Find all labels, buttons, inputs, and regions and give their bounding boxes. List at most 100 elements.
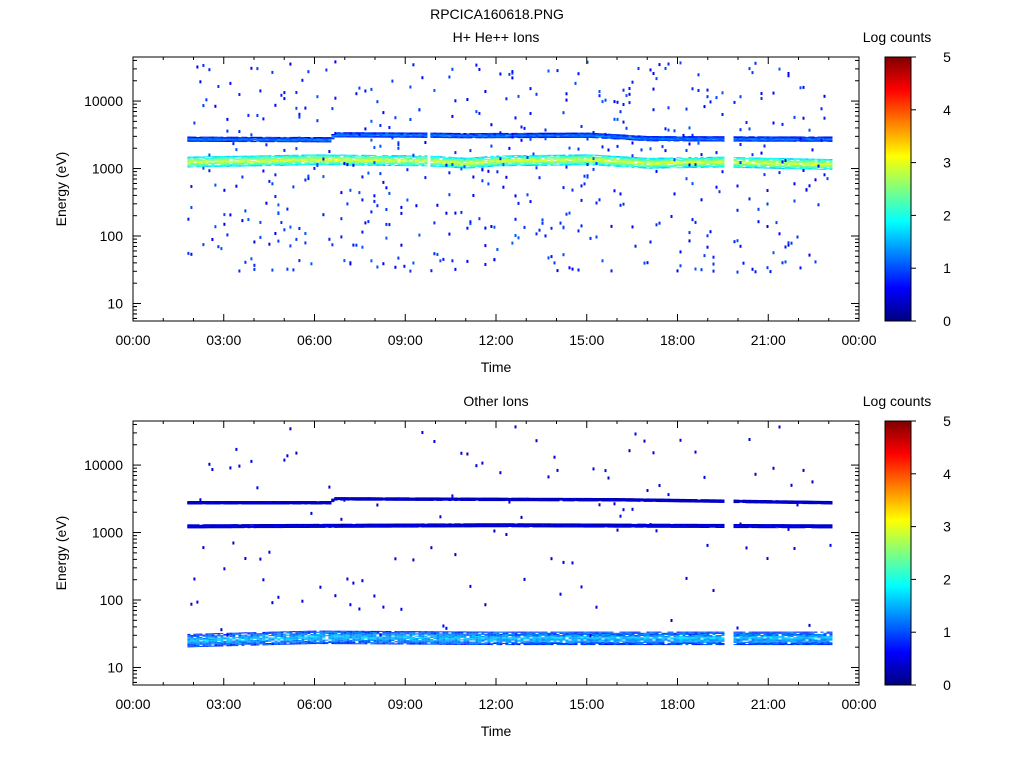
spectrogram-cell bbox=[703, 161, 707, 163]
spectrogram-cell bbox=[784, 245, 787, 249]
spectrogram-cell bbox=[748, 162, 752, 164]
spectrogram-cell bbox=[523, 225, 526, 229]
spectrogram-cell bbox=[649, 157, 653, 159]
spectrogram-cell bbox=[613, 163, 617, 165]
spectrogram-cell bbox=[733, 159, 737, 161]
spectrogram-cell bbox=[268, 157, 272, 159]
spectrogram-cell bbox=[199, 160, 203, 162]
spectrogram-cell bbox=[787, 72, 790, 75]
spectrogram-cell bbox=[565, 155, 569, 157]
spectrogram-cell bbox=[754, 165, 758, 167]
spectrogram-cell bbox=[538, 155, 542, 157]
spectrogram-cell bbox=[748, 161, 752, 163]
spectrogram-cell bbox=[619, 166, 623, 168]
spectrogram-cell bbox=[805, 160, 809, 162]
spectrogram-cell bbox=[685, 165, 689, 167]
spectrogram-cell bbox=[196, 140, 200, 142]
spectrogram-cell bbox=[676, 162, 680, 164]
spectrogram-cell bbox=[292, 157, 296, 159]
spectrogram-cell bbox=[655, 77, 658, 81]
spectrogram-cell bbox=[448, 160, 452, 162]
spectrogram-cell bbox=[247, 157, 251, 159]
spectrogram-cell bbox=[631, 163, 635, 165]
spectrogram-cell bbox=[790, 168, 794, 170]
spectrogram-cell bbox=[406, 168, 409, 172]
spectrogram-cell bbox=[754, 166, 758, 168]
spectrogram-cell bbox=[721, 136, 725, 138]
spectrogram-cell bbox=[217, 85, 220, 88]
spectrogram-cell bbox=[262, 163, 266, 165]
spectrogram-cell bbox=[595, 154, 599, 156]
spectrogram-cell bbox=[421, 162, 425, 164]
spectrogram-cell bbox=[508, 158, 512, 159]
spectrogram-cell bbox=[736, 161, 740, 163]
spectrogram-cell bbox=[670, 162, 674, 164]
spectrogram-cell bbox=[709, 100, 712, 104]
spectrogram-cell bbox=[562, 154, 566, 156]
spectrogram-cell bbox=[292, 163, 296, 165]
spectrogram-cell bbox=[757, 157, 761, 159]
spectrogram-cell bbox=[493, 225, 496, 229]
spectrogram-cell bbox=[685, 136, 689, 138]
spectrogram-cell bbox=[709, 159, 713, 161]
spectrogram-cell bbox=[745, 166, 749, 168]
spectrogram-cell bbox=[616, 160, 620, 162]
spectrogram-cell bbox=[301, 158, 305, 160]
spectrogram-cell bbox=[370, 163, 374, 164]
spectrogram-cell bbox=[523, 132, 527, 134]
spectrogram-cell bbox=[451, 162, 455, 164]
spectrogram-cell bbox=[430, 160, 434, 162]
spectrogram-cell bbox=[514, 164, 518, 166]
spectrogram-cell bbox=[481, 136, 485, 138]
spectrogram-cell bbox=[616, 134, 620, 136]
spectrogram-cell bbox=[289, 244, 292, 248]
spectrogram-cell bbox=[646, 167, 650, 169]
spectrogram-cell bbox=[457, 160, 461, 162]
spectrogram-cell bbox=[415, 161, 419, 163]
spectrogram-cell bbox=[715, 158, 719, 160]
spectrogram-cell bbox=[595, 159, 599, 161]
spectrogram-cell bbox=[385, 133, 389, 135]
spectrogram-cell bbox=[718, 190, 721, 194]
spectrogram-cell bbox=[388, 160, 392, 162]
spectrogram-cell bbox=[772, 136, 776, 138]
spectrogram-cell bbox=[484, 156, 488, 158]
spectrogram-cell bbox=[652, 164, 656, 165]
spectrogram-cell bbox=[775, 166, 779, 167]
spectrogram-cell bbox=[571, 154, 575, 156]
spectrogram-cell bbox=[259, 161, 263, 163]
spectrogram-cell bbox=[376, 100, 379, 104]
spectrogram-cell bbox=[715, 164, 719, 166]
spectrogram-cell bbox=[460, 162, 464, 164]
spectrogram-cell bbox=[514, 159, 518, 161]
spectrogram-cell bbox=[628, 87, 631, 90]
spectrogram-cell bbox=[472, 160, 476, 162]
spectrogram-cell bbox=[802, 162, 806, 164]
spectrogram-cell bbox=[784, 167, 788, 169]
spectrogram-cell bbox=[637, 157, 641, 159]
spectrogram-cell bbox=[451, 166, 455, 168]
spectrogram-cell bbox=[397, 256, 400, 260]
spectrogram-cell bbox=[583, 164, 587, 166]
spectrogram-cell bbox=[193, 161, 197, 162]
spectrogram-cell bbox=[523, 159, 527, 161]
spectrogram-cell bbox=[649, 68, 652, 72]
spectrogram-cell bbox=[544, 137, 547, 141]
spectrogram-cell bbox=[268, 162, 272, 164]
spectrogram-cell bbox=[220, 158, 224, 160]
spectrogram-cell bbox=[772, 251, 775, 255]
spectrogram-cell bbox=[637, 158, 641, 160]
spectrogram-cell bbox=[664, 162, 668, 164]
spectrogram-cell bbox=[250, 139, 254, 141]
spectrogram-cell bbox=[715, 160, 719, 162]
spectrogram-cell bbox=[301, 156, 305, 158]
spectrogram-cell bbox=[718, 165, 722, 167]
spectrogram-cell bbox=[745, 167, 749, 169]
spectrogram-cell bbox=[781, 136, 785, 138]
spectrogram-cell bbox=[487, 164, 491, 166]
spectrogram-cell bbox=[679, 161, 683, 163]
spectrogram-cell bbox=[583, 158, 587, 160]
spectrogram-cell bbox=[397, 132, 401, 134]
spectrogram-cell bbox=[811, 163, 815, 165]
spectrogram-cell bbox=[412, 158, 416, 160]
